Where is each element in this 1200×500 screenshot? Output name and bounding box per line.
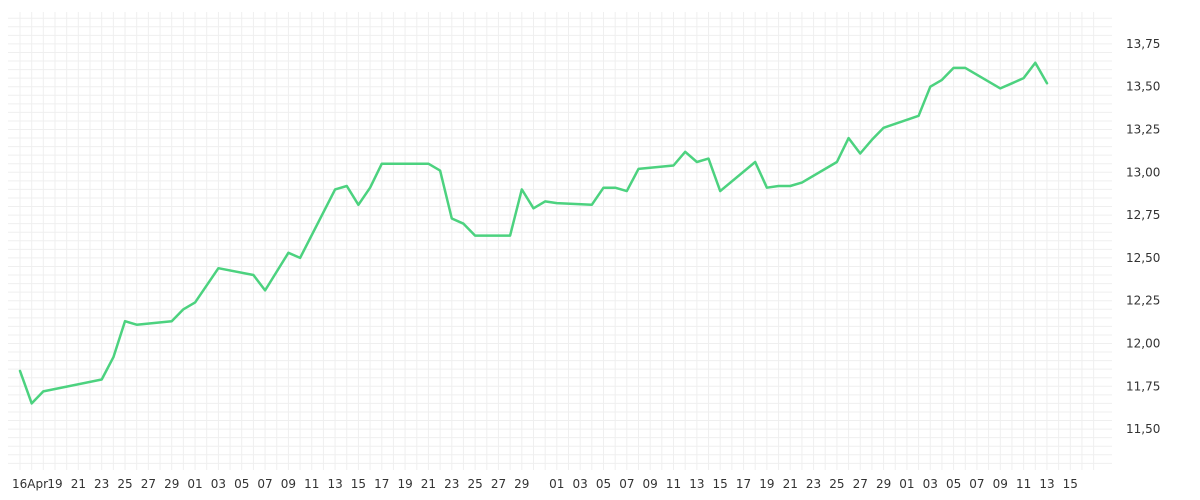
y-tick-label: 12,75 — [1126, 208, 1160, 222]
chart-series — [18, 61, 1049, 405]
x-tick-label: 23 — [444, 477, 459, 491]
x-tick-label: 16Apr — [12, 477, 48, 491]
x-tick-label: 25 — [829, 477, 844, 491]
x-tick-label: 19 — [397, 477, 412, 491]
y-tick-label: 13,00 — [1126, 165, 1160, 179]
x-tick-label: 27 — [853, 477, 868, 491]
x-tick-label: 25 — [467, 477, 482, 491]
x-tick-label: 01 — [899, 477, 914, 491]
x-tick-label: 09 — [993, 477, 1008, 491]
x-tick-label: 01 — [549, 477, 564, 491]
x-tick-label: 17 — [374, 477, 389, 491]
x-tick-label: 27 — [491, 477, 506, 491]
x-tick-label: 13 — [689, 477, 704, 491]
x-tick-label: 07 — [257, 477, 272, 491]
x-tick-label: 27 — [141, 477, 156, 491]
x-tick-label: 13 — [327, 477, 342, 491]
y-tick-label: 12,25 — [1126, 294, 1160, 308]
x-tick-label: 11 — [304, 477, 319, 491]
x-tick-label: 15 — [713, 477, 728, 491]
x-tick-label: 21 — [71, 477, 86, 491]
x-tick-label: 15 — [1063, 477, 1078, 491]
x-tick-label: 11 — [1016, 477, 1031, 491]
y-tick-label: 12,50 — [1126, 251, 1160, 265]
x-tick-label: 21 — [421, 477, 436, 491]
x-tick-label: 03 — [573, 477, 588, 491]
x-tick-label: 13 — [1039, 477, 1054, 491]
x-tick-label: 19 — [759, 477, 774, 491]
x-tick-label: 29 — [164, 477, 179, 491]
x-tick-label: 03 — [211, 477, 226, 491]
y-tick-label: 13,25 — [1126, 123, 1160, 137]
x-tick-label: 03 — [923, 477, 938, 491]
x-tick-label: 15 — [351, 477, 366, 491]
x-axis: 16Apr 19 21 23 25 27 29 01 03 05 07 09 11 13 15 17 19 21 2… — [12, 477, 1078, 491]
y-tick-label: 11,50 — [1126, 422, 1160, 436]
chart-grid — [8, 12, 1112, 470]
x-tick-label: 05 — [596, 477, 611, 491]
x-tick-label: 11 — [666, 477, 681, 491]
x-tick-label: 05 — [234, 477, 249, 491]
x-tick-label: 07 — [969, 477, 984, 491]
series-line — [18, 61, 1049, 405]
x-tick-label: 07 — [619, 477, 634, 491]
y-tick-label: 13,50 — [1126, 80, 1160, 94]
y-axis: 11,50 11,75 12,00 12,25 12,50 12,75 13,00 13,25… — [1126, 37, 1160, 436]
x-tick-label: 23 — [94, 477, 109, 491]
y-tick-label: 13,75 — [1126, 37, 1160, 51]
x-tick-label: 05 — [946, 477, 961, 491]
x-tick-label: 29 — [514, 477, 529, 491]
y-tick-label: 11,75 — [1126, 379, 1160, 393]
x-tick-label: 29 — [876, 477, 891, 491]
y-tick-label: 12,00 — [1126, 337, 1160, 351]
x-tick-label: 25 — [117, 477, 132, 491]
x-tick-label: 19 — [47, 477, 62, 491]
x-tick-label: 21 — [783, 477, 798, 491]
x-tick-label: 09 — [643, 477, 658, 491]
x-tick-label: 09 — [281, 477, 296, 491]
x-tick-label: 17 — [736, 477, 751, 491]
x-tick-label: 01 — [187, 477, 202, 491]
x-tick-label: 23 — [806, 477, 821, 491]
